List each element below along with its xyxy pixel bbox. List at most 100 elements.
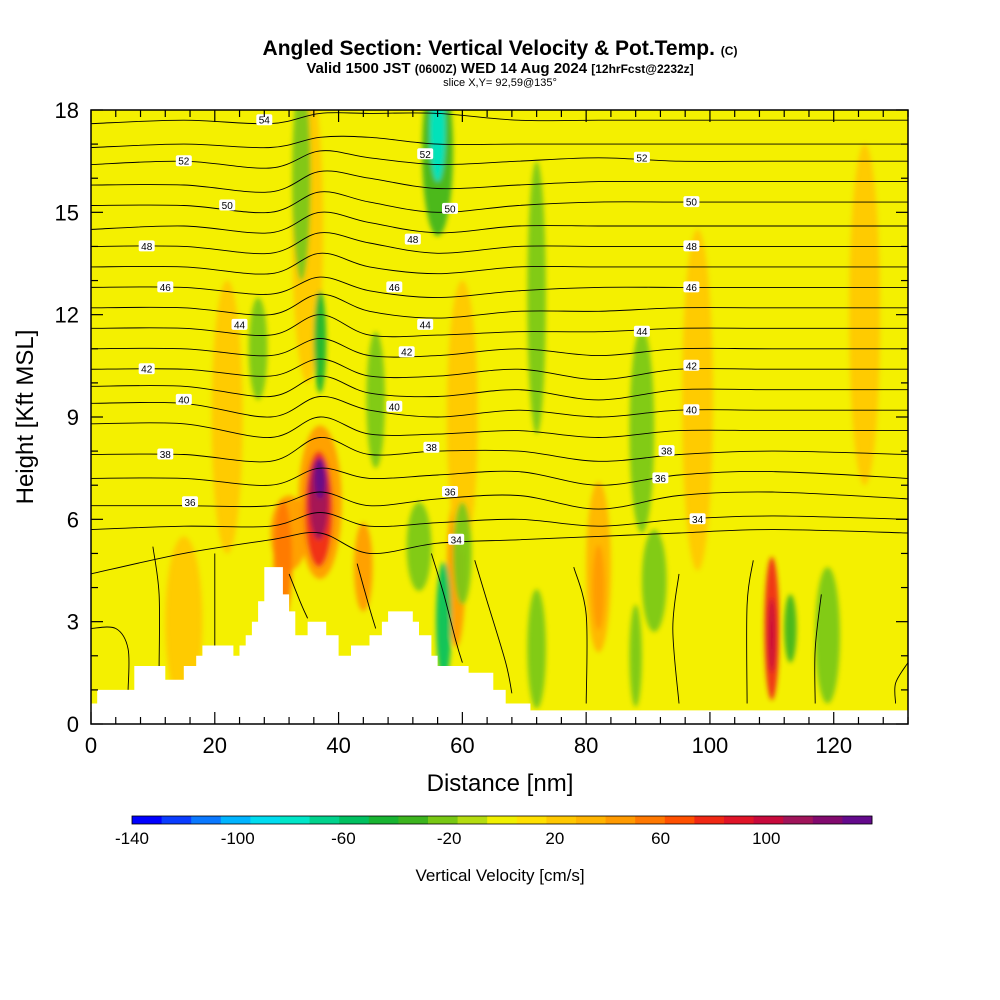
contour-label-text: 44 bbox=[420, 320, 432, 331]
colorbar-swatch bbox=[132, 816, 162, 824]
contour-label-bg bbox=[417, 318, 434, 330]
velocity-cell bbox=[629, 604, 642, 707]
colorbar-swatch bbox=[457, 816, 488, 824]
colorbar-swatch bbox=[605, 816, 636, 824]
velocity-cell bbox=[527, 589, 546, 709]
colorbar-swatch bbox=[546, 816, 577, 824]
contour-label: 46 bbox=[157, 281, 174, 294]
colorbar-swatch bbox=[220, 816, 251, 824]
colorbar-tick-label: -100 bbox=[221, 829, 255, 848]
contour-label-text: 52 bbox=[178, 157, 190, 168]
contour-label-bg bbox=[442, 486, 458, 497]
velocity-cell bbox=[527, 161, 546, 435]
contour-label: 40 bbox=[683, 404, 700, 417]
contour-label: 44 bbox=[417, 318, 434, 331]
low-contour-line bbox=[288, 573, 309, 619]
contour-label: 50 bbox=[683, 196, 700, 209]
theta-contours bbox=[91, 112, 908, 575]
isentrope-line bbox=[91, 467, 908, 486]
contour-label-bg bbox=[633, 325, 650, 337]
contour-label-text: 36 bbox=[184, 498, 196, 509]
contour-label: 36 bbox=[652, 472, 669, 485]
contour-label-text: 34 bbox=[692, 515, 704, 526]
velocity-cell bbox=[453, 502, 472, 605]
colorbar-swatch bbox=[191, 816, 222, 824]
contour-label-bg bbox=[386, 400, 403, 412]
x-axis-label: Distance [nm] bbox=[427, 770, 574, 797]
velocity-cell bbox=[446, 280, 478, 554]
low-contour-line bbox=[91, 626, 130, 690]
contour-label-text: 36 bbox=[444, 488, 456, 499]
contour-label-bg bbox=[448, 533, 465, 545]
x-tick-label: 0 bbox=[85, 733, 97, 758]
contour-label-text: 38 bbox=[160, 450, 172, 461]
contour-label-text: 54 bbox=[259, 116, 271, 127]
colorbar-swatch bbox=[368, 816, 399, 824]
contour-label-bg bbox=[256, 114, 273, 126]
colorbar-swatch bbox=[842, 816, 873, 824]
contour-label-bg bbox=[683, 196, 700, 208]
colorbar-swatch bbox=[280, 816, 310, 824]
colorbar-label: Vertical Velocity [cm/s] bbox=[415, 866, 584, 885]
velocity-cell bbox=[682, 229, 714, 571]
velocity-cell bbox=[211, 280, 243, 554]
contour-label-bg bbox=[175, 155, 192, 167]
contour-label: 40 bbox=[175, 393, 192, 406]
contour-label-text: 34 bbox=[451, 535, 463, 546]
contour-label-bg bbox=[157, 448, 174, 460]
colorbar-swatch bbox=[753, 816, 784, 824]
contour-label: 48 bbox=[683, 240, 700, 253]
isentrope-line bbox=[91, 437, 908, 463]
isentrope-line bbox=[91, 293, 908, 319]
contour-label-bg bbox=[386, 281, 403, 293]
colorbar-swatch bbox=[339, 816, 370, 824]
contour-label-bg bbox=[683, 404, 700, 416]
low-contour-line bbox=[356, 563, 377, 629]
x-tick-label: 120 bbox=[815, 733, 852, 758]
velocity-cell bbox=[849, 144, 881, 486]
contour-label-bg bbox=[633, 151, 650, 163]
velocity-cell bbox=[406, 502, 432, 591]
colorbar-swatch bbox=[576, 816, 606, 824]
contour-label: 52 bbox=[417, 148, 434, 161]
isentrope-line bbox=[91, 491, 908, 510]
colorbar-swatch bbox=[398, 816, 429, 824]
colorbar-tick-label: -140 bbox=[115, 829, 149, 848]
colorbar: -140 -100 -60 -20 20 60 100 bbox=[115, 815, 873, 848]
contour-label-bg bbox=[175, 393, 192, 405]
y-tick-label: 9 bbox=[67, 405, 79, 430]
contour-label-text: 40 bbox=[178, 395, 190, 406]
contour-label-bg bbox=[231, 318, 248, 330]
colorbar-swatch bbox=[783, 816, 814, 824]
colorbar-swatch bbox=[250, 816, 281, 824]
contour-label: 38 bbox=[157, 448, 174, 461]
contour-labels: 54 52 52 52 50 50 50 48 48 48 46 46 46 44 44 44 42 42 42 40… bbox=[138, 114, 706, 546]
contour-label: 48 bbox=[138, 240, 155, 253]
colorbar-swatch bbox=[309, 816, 340, 824]
terrain bbox=[91, 567, 908, 724]
contour-label-text: 38 bbox=[426, 443, 438, 454]
velocity-cell bbox=[436, 561, 452, 682]
contour-label-text: 46 bbox=[160, 283, 172, 294]
colorbar-swatch bbox=[664, 816, 695, 824]
colorbar-tick-label: 100 bbox=[752, 829, 780, 848]
isentrope-line bbox=[91, 396, 908, 418]
contour-label: 38 bbox=[423, 441, 440, 454]
contour-label-text: 46 bbox=[389, 283, 401, 294]
velocity-cell bbox=[784, 594, 797, 663]
contour-label: 42 bbox=[138, 363, 155, 376]
velocity-cell bbox=[292, 110, 311, 281]
contour-label-bg bbox=[442, 202, 458, 214]
isentrope-line bbox=[91, 358, 908, 380]
chart-subtitle: Valid 1500 JST (0600Z) WED 14 Aug 2024 [… bbox=[306, 60, 694, 77]
isentrope-line bbox=[91, 375, 908, 401]
contour-label-text: 44 bbox=[234, 320, 246, 331]
colorbar-swatch bbox=[724, 816, 754, 824]
isentrope-line bbox=[91, 211, 908, 234]
contour-label-text: 50 bbox=[686, 198, 698, 209]
low-contour-line bbox=[573, 566, 588, 704]
contour-label-text: 50 bbox=[444, 204, 456, 215]
isentrope-line bbox=[91, 232, 908, 255]
y-axis-label: Height [Kft MSL] bbox=[12, 330, 39, 505]
